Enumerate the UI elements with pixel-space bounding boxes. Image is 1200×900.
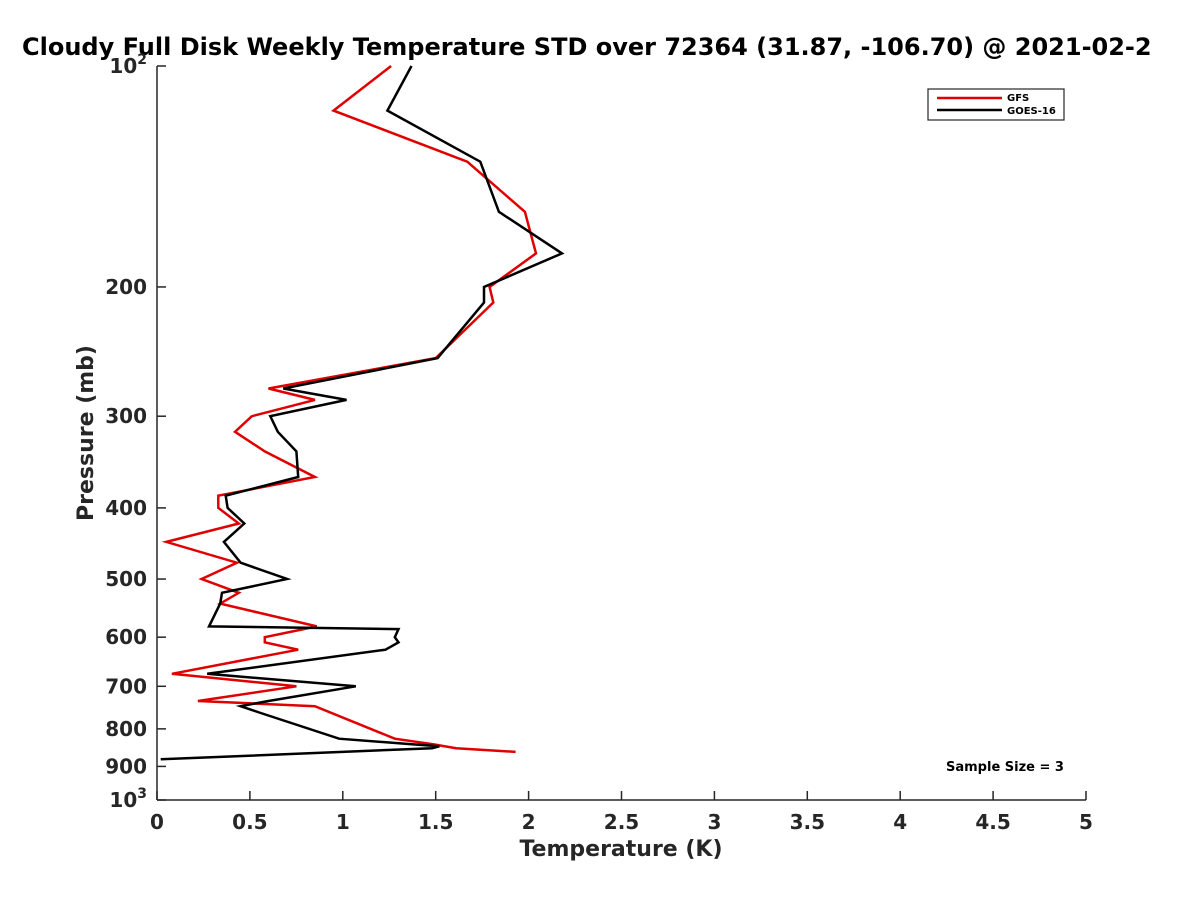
y-tick-label: 103 xyxy=(109,786,147,812)
y-tick-label: 300 xyxy=(105,404,147,428)
x-tick-label: 0.5 xyxy=(232,810,267,834)
y-tick-label: 102 xyxy=(109,52,147,78)
sample-size-annotation: Sample Size = 3 xyxy=(946,760,1064,775)
y-tick-label: 600 xyxy=(105,625,147,649)
y-tick-label: 500 xyxy=(105,567,147,591)
series-line-goes16 xyxy=(160,65,565,761)
y-tick-label: 800 xyxy=(105,717,147,741)
legend: GFS GOES-16 xyxy=(927,88,1065,121)
y-axis-label: Pressure (mb) xyxy=(74,345,99,521)
x-tick-label: 1 xyxy=(336,810,350,834)
x-ticks: 0 0.5 1 1.5 2 2.5 3 3.5 4 4.5 5 xyxy=(150,791,1093,834)
legend-label-gfs: GFS xyxy=(1007,93,1029,104)
y-ticks: 102 200 300 400 500 600 700 800 900 103 xyxy=(105,52,166,812)
axes xyxy=(156,66,1086,801)
y-tick-label: 700 xyxy=(105,674,147,698)
x-axis-label: Temperature (K) xyxy=(519,837,722,862)
series-layer xyxy=(160,65,565,761)
y-tick-label: 400 xyxy=(105,496,147,520)
series-line-gfs xyxy=(161,65,538,754)
x-tick-label: 4.5 xyxy=(975,810,1010,834)
x-tick-label: 5 xyxy=(1079,810,1093,834)
x-tick-label: 1.5 xyxy=(418,810,453,834)
x-tick-label: 4 xyxy=(893,810,907,834)
chart-title: Cloudy Full Disk Weekly Temperature STD … xyxy=(22,33,1152,61)
x-tick-label: 2.5 xyxy=(604,810,639,834)
y-tick-label: 900 xyxy=(105,754,147,778)
x-tick-label: 0 xyxy=(150,810,164,834)
x-tick-label: 3 xyxy=(707,810,721,834)
legend-box xyxy=(927,88,1065,121)
x-tick-label: 3.5 xyxy=(790,810,825,834)
y-tick-label: 200 xyxy=(105,275,147,299)
legend-label-goes16: GOES-16 xyxy=(1007,106,1056,117)
x-tick-label: 2 xyxy=(522,810,536,834)
